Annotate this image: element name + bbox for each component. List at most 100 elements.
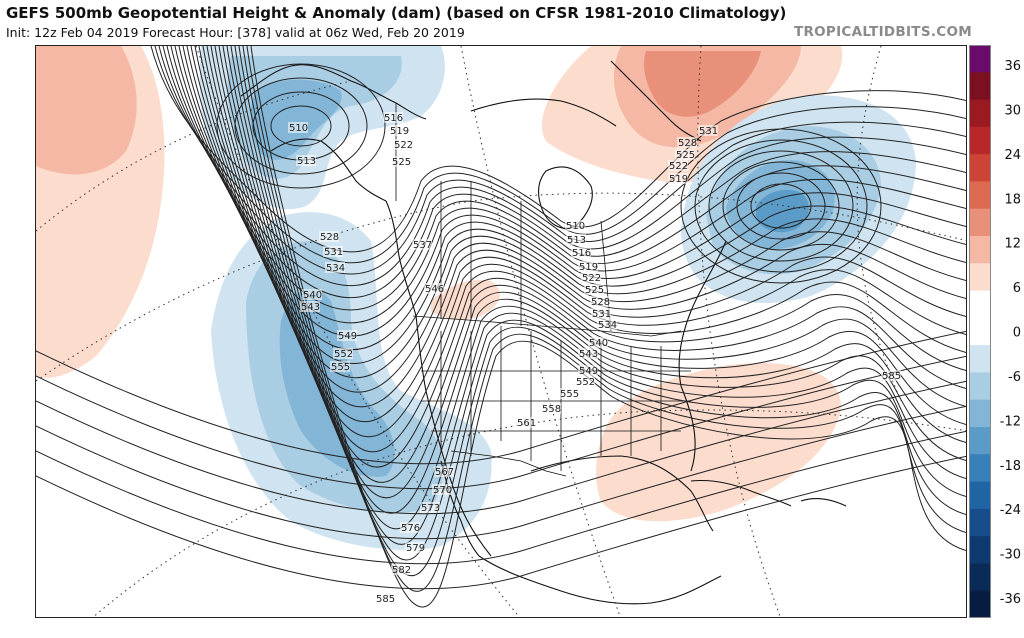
contour-label: 540: [303, 290, 322, 301]
contour-label-bg: [330, 361, 350, 372]
contour-label-bg: [597, 319, 617, 330]
contour-label-bg: [434, 466, 454, 477]
contour-label-bg: [383, 112, 403, 123]
contour-label-bg: [588, 337, 608, 348]
height-contour: [234, 46, 966, 545]
negative-anomaly-alaska-core: [250, 79, 342, 160]
height-contour: [190, 46, 966, 379]
coastline-alaska-south: [270, 138, 387, 202]
contour-label: 549: [579, 366, 598, 377]
weather-map-panel: 510 513 516 519 522 525 528 531 534 537 540 543 546 5…: [35, 45, 967, 618]
colorbar-swatch: [969, 372, 991, 401]
height-contour: [166, 46, 966, 299]
border-us-mexico: [450, 450, 567, 477]
contour-labels: 5105135165195225255285315345375405435465…: [288, 112, 901, 605]
contour-label-bg: [584, 284, 604, 295]
colorbar-tick-label: -6: [1008, 370, 1021, 385]
coastline-east: [678, 240, 727, 472]
contour-label: 552: [334, 349, 353, 360]
contour-label-bg: [881, 370, 901, 381]
colorbar-swatch: [969, 454, 991, 483]
contour-label: 573: [421, 503, 440, 514]
height-contour: [708, 150, 854, 262]
colorbar-swatches: [969, 45, 991, 618]
height-contour: [680, 128, 882, 284]
colorbar-swatch: [969, 399, 991, 428]
contour-label: 519: [390, 126, 409, 137]
contour-label-bg: [578, 348, 598, 359]
contour-label-bg: [288, 122, 308, 133]
colorbar-tick-label: 30: [1004, 103, 1021, 118]
contour-label-bg: [559, 388, 579, 399]
colorbar-swatch: [969, 536, 991, 564]
colorbar-labels: 36 30 24 18 12 6 0 -6 -12 -18 -24 -30 -36: [1000, 59, 1021, 607]
colorbar-tick-label: -36: [1000, 592, 1021, 607]
contour-label-bg: [566, 234, 586, 245]
height-contour: [170, 46, 966, 311]
colorbar-swatch: [969, 317, 991, 346]
height-contour: [36, 355, 966, 490]
contour-label-bg: [677, 137, 697, 148]
colorbar-swatch: [969, 45, 991, 73]
contour-label-bg: [668, 160, 688, 171]
colorbar-swatch: [969, 154, 991, 182]
height-contour: [36, 380, 966, 515]
contour-label-bg: [391, 156, 411, 167]
positive-anomaly-ne-pacific-core: [36, 46, 137, 175]
contour-label-bg: [393, 139, 413, 150]
contour-label-bg: [590, 296, 610, 307]
height-contour: [722, 161, 840, 251]
colorbar-svg: 36 30 24 18 12 6 0 -6 -12 -18 -24 -30 -36: [969, 45, 1021, 618]
colorbar: 36 30 24 18 12 6 0 -6 -12 -18 -24 -30 -36: [969, 45, 1024, 618]
contour-label-bg: [571, 247, 591, 258]
colorbar-swatch: [969, 72, 991, 101]
height-contour: [246, 46, 966, 592]
contour-label: 522: [669, 161, 688, 172]
contour-label-bg: [424, 283, 444, 294]
height-contour: [270, 105, 332, 147]
height-contour: [158, 46, 966, 275]
borders: [395, 103, 691, 477]
contour-label-bg: [323, 246, 343, 257]
colorbar-swatch: [969, 181, 991, 210]
contour-label: 528: [678, 138, 697, 149]
contour-label-bg: [375, 593, 395, 604]
contour-label-bg: [412, 239, 432, 250]
contour-label-bg: [389, 125, 409, 136]
contour-label: 525: [676, 150, 695, 161]
weather-map: 5105135165195225255285315345375405435465…: [36, 46, 966, 617]
site-watermark: TROPICALTIDBITS.COM: [793, 24, 972, 40]
anomaly-shading: [36, 46, 916, 550]
colorbar-swatch: [969, 481, 991, 510]
contour-label-bg: [591, 308, 611, 319]
contour-label: 546: [425, 284, 444, 295]
contour-label-bg: [391, 564, 411, 575]
coastline-west: [385, 200, 492, 557]
colorbar-swatch: [969, 290, 991, 319]
contour-label: 513: [297, 156, 316, 167]
height-contour: [226, 46, 966, 514]
map-title: GEFS 500mb Geopotential Height & Anomaly…: [6, 4, 787, 22]
height-contour: [36, 430, 966, 565]
contour-label-bg: [668, 173, 688, 184]
contour-label-bg: [302, 289, 322, 300]
contour-label: 528: [320, 232, 339, 243]
contour-label: 525: [392, 157, 411, 168]
colorbar-tick-label: 0: [1013, 326, 1021, 341]
coastline-baja: [440, 460, 480, 557]
height-contours: [36, 46, 966, 608]
coastline-arctic: [470, 98, 617, 127]
contour-label: 531: [699, 126, 718, 137]
height-contour: [234, 77, 368, 175]
contour-label-bg: [516, 417, 536, 428]
colorbar-tick-label: -12: [1000, 414, 1021, 429]
contour-label: 525: [585, 285, 604, 296]
colorbar-tick-label: 18: [1004, 192, 1021, 207]
contour-label: 516: [572, 248, 591, 259]
contour-label: 522: [394, 140, 413, 151]
contour-label-bg: [578, 261, 598, 272]
border-us-canada: [412, 315, 682, 337]
contour-label-bg: [565, 220, 585, 231]
contour-label-bg: [578, 365, 598, 376]
height-contour: [150, 46, 966, 253]
